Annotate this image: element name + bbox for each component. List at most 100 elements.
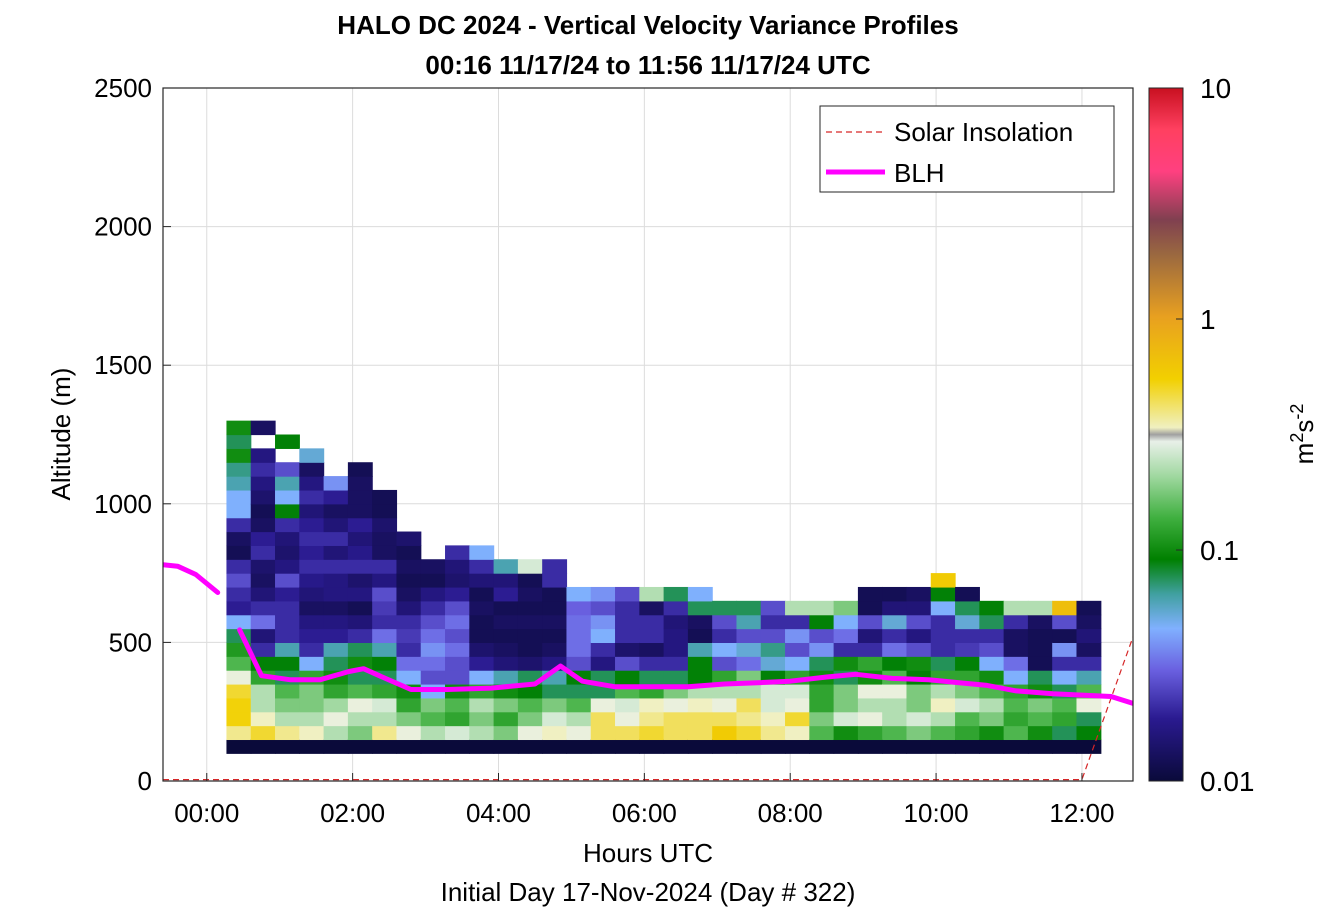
heatmap-cell (906, 711, 932, 727)
heatmap-cell (979, 628, 1005, 643)
heatmap-cell (299, 476, 325, 491)
heatmap-cell (469, 711, 495, 727)
heatmap-cell (493, 573, 519, 588)
heatmap-cell (445, 711, 470, 727)
heatmap-cell (833, 739, 859, 754)
heatmap-cell (347, 725, 373, 741)
heatmap-cell (615, 739, 640, 754)
heatmap-cell (882, 656, 908, 671)
heatmap-cell (396, 670, 422, 685)
colorbar-unit-s: s (1289, 420, 1319, 433)
heatmap-cell (396, 642, 422, 657)
heatmap-cell (979, 711, 1005, 727)
heatmap-cell (517, 642, 543, 657)
heatmap-cell (809, 711, 835, 727)
heatmap-cell (542, 573, 568, 588)
heatmap-cell (857, 628, 883, 643)
heatmap-cell (493, 697, 519, 713)
heatmap-cell (420, 670, 446, 685)
heatmap-cell (712, 670, 738, 685)
heatmap-cell (445, 559, 470, 574)
heatmap-cell (760, 628, 786, 643)
heatmap-cell (275, 476, 300, 491)
heatmap-cell (493, 670, 519, 685)
heatmap-cell (542, 586, 568, 602)
heatmap-cell (857, 642, 883, 657)
heatmap-cell (323, 739, 349, 754)
heatmap-cell (226, 697, 252, 713)
heatmap-cell (469, 559, 495, 574)
heatmap-cell (396, 573, 422, 588)
heatmap-cell (275, 545, 300, 560)
heatmap-cell (372, 656, 398, 671)
heatmap-cell (1027, 656, 1053, 671)
heatmap-cell (1076, 670, 1102, 685)
heatmap-cell (420, 559, 446, 574)
heatmap-cell (979, 656, 1005, 671)
x-tick-label: 12:00 (1049, 798, 1114, 828)
heatmap-cell (785, 683, 810, 699)
heatmap-cell (226, 476, 252, 491)
heatmap-cell (469, 545, 495, 560)
heatmap-cell (299, 711, 325, 727)
heatmap-cell (372, 489, 398, 505)
heatmap-cell (469, 739, 495, 754)
heatmap-cell (736, 711, 762, 727)
x-tick-label: 02:00 (320, 798, 385, 828)
heatmap-cell (639, 614, 665, 630)
heatmap-cell (1052, 656, 1078, 671)
heatmap-cell (1027, 670, 1053, 685)
heatmap-cell (469, 614, 495, 630)
heatmap-cell (323, 476, 349, 491)
heatmap-cell (785, 600, 810, 616)
x-tick-label: 04:00 (466, 798, 531, 828)
heatmap-cell (323, 725, 349, 741)
heatmap-cell (323, 517, 349, 533)
heatmap-cell (493, 642, 519, 657)
heatmap-cell (323, 642, 349, 657)
heatmap-cell (420, 628, 446, 643)
heatmap-cell (323, 531, 349, 546)
heatmap-cell (1052, 697, 1078, 713)
heatmap-cell (420, 642, 446, 657)
heatmap-cell (687, 711, 713, 727)
heatmap-cell (809, 739, 835, 754)
heatmap-cell (712, 697, 738, 713)
heatmap-cell (1076, 739, 1102, 754)
heatmap-cell (372, 545, 398, 560)
heatmap-cell (250, 517, 276, 533)
heatmap-cell (517, 725, 543, 741)
heatmap-cell (493, 586, 519, 602)
heatmap-cell (275, 697, 300, 713)
heatmap-cell (760, 656, 786, 671)
heatmap-cell (663, 670, 689, 685)
heatmap-cell (760, 642, 786, 657)
heatmap-cell (785, 711, 810, 727)
heatmap-cell (420, 600, 446, 616)
heatmap-cell (906, 739, 932, 754)
heatmap-cell (226, 711, 252, 727)
heatmap-cell (396, 739, 422, 754)
heatmap-cell (955, 725, 980, 741)
heatmap-cell (566, 642, 592, 657)
heatmap-cell (712, 739, 738, 754)
heatmap-cell (299, 559, 325, 574)
heatmap-cell (347, 573, 373, 588)
heatmap-cell (250, 683, 276, 699)
heatmap-cell (445, 642, 470, 657)
heatmap-cell (250, 739, 276, 754)
heatmap-cell (639, 711, 665, 727)
heatmap-cell (347, 739, 373, 754)
heatmap-cell (785, 614, 810, 630)
heatmap-cell (250, 462, 276, 477)
heatmap-cell (542, 642, 568, 657)
heatmap-cell (542, 683, 568, 699)
plot-frame (162, 87, 1134, 782)
heatmap-cell (420, 586, 446, 602)
heatmap-cell (1076, 711, 1102, 727)
heatmap-cell (226, 573, 252, 588)
heatmap-cell (979, 614, 1005, 630)
y-tick-label: 1000 (94, 489, 152, 519)
heatmap-cell (517, 697, 543, 713)
heatmap-cell (517, 683, 543, 699)
